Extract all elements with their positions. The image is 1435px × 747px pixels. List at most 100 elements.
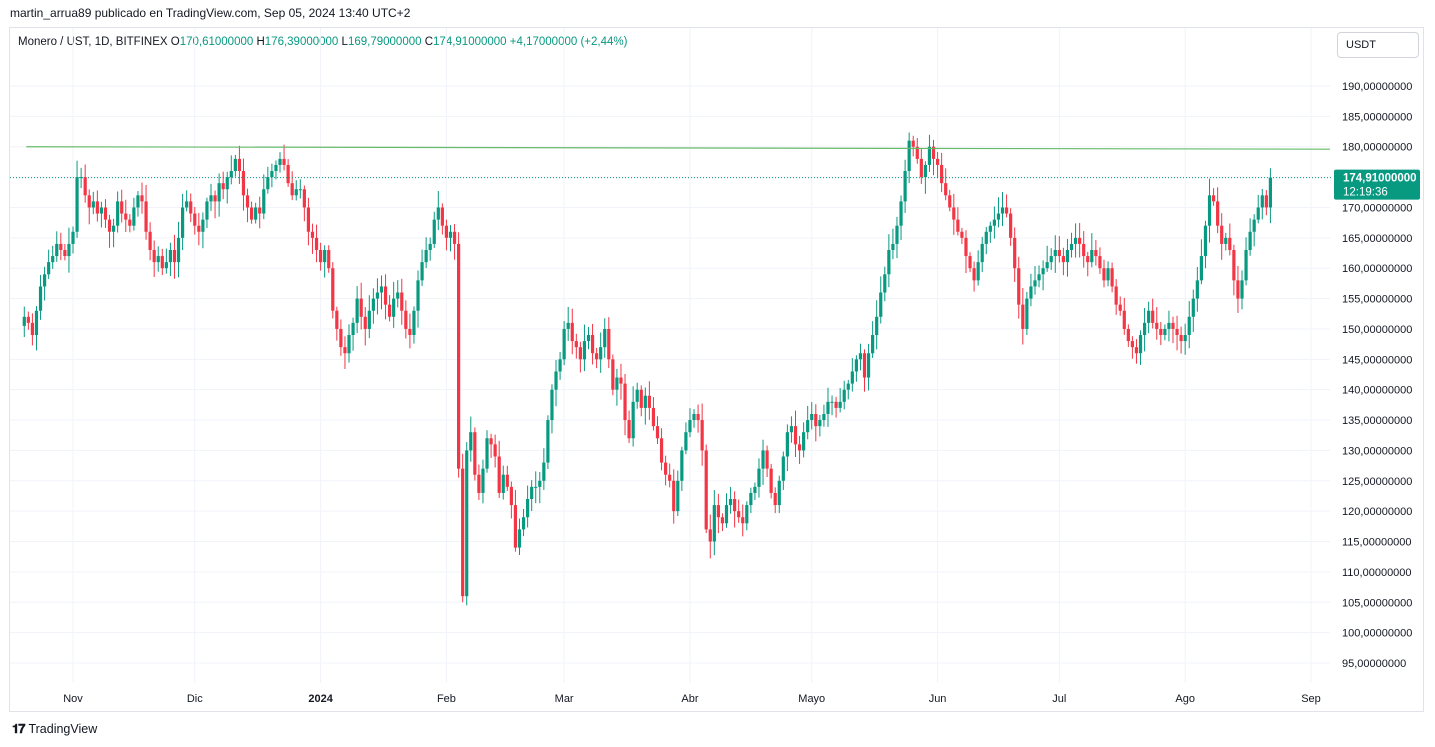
candle-body <box>891 243 895 250</box>
candle-body <box>209 195 213 202</box>
candle-body <box>245 195 250 208</box>
candle-body <box>335 310 339 329</box>
candle-body <box>834 401 838 408</box>
candle-body <box>237 158 242 172</box>
time-tick-label: Feb <box>437 693 456 705</box>
candle-body <box>651 407 656 427</box>
candle-body <box>71 231 75 244</box>
candle-body <box>1114 286 1118 305</box>
price-tick-label: 185,00000000 <box>1342 111 1412 123</box>
candle-body <box>359 298 363 317</box>
candle-body <box>1183 335 1187 342</box>
candle-body <box>944 183 948 196</box>
price-tick-label: 100,00000000 <box>1342 628 1412 640</box>
candle-body <box>919 158 923 178</box>
candle-body <box>331 268 335 311</box>
price-tick-label: 135,00000000 <box>1342 415 1412 427</box>
candle-body <box>992 219 996 226</box>
footer-brand[interactable]: 𝟏𝟕 TradingView <box>12 721 97 737</box>
candle-body <box>866 353 871 378</box>
candle-body <box>688 420 692 433</box>
currency-button[interactable]: USDT <box>1337 32 1419 58</box>
candle-body <box>189 201 193 214</box>
candle-body <box>1029 286 1033 299</box>
candle-body <box>294 189 298 196</box>
candle-body <box>420 262 424 281</box>
candle-body <box>806 420 810 433</box>
candle-body <box>111 225 116 232</box>
candle-body <box>469 432 473 451</box>
candle-body <box>1244 249 1248 281</box>
candle-body <box>1045 262 1049 269</box>
candle-body <box>152 249 156 263</box>
candle-body <box>526 499 530 518</box>
candle-body <box>1260 195 1264 208</box>
candle-body <box>156 256 160 263</box>
time-tick-label: Jul <box>1052 693 1066 705</box>
candle-body <box>270 171 274 178</box>
candle-body <box>1151 310 1155 323</box>
candle-body <box>741 517 745 524</box>
candle-body <box>534 486 538 488</box>
candle-body <box>810 413 814 421</box>
candle-body <box>160 256 164 269</box>
candle-body <box>968 256 972 269</box>
open-value: 170,61000000 <box>179 36 254 48</box>
candle-body <box>1033 280 1037 287</box>
candle-body <box>574 341 578 348</box>
candle-body <box>38 286 43 311</box>
candle-body <box>485 438 489 469</box>
candle-body <box>225 177 229 190</box>
candle-body <box>590 335 595 354</box>
candle-body <box>51 256 55 263</box>
candle-body <box>59 243 63 250</box>
candle-body <box>164 262 168 269</box>
candle-body <box>132 207 136 226</box>
candle-body <box>538 480 542 487</box>
time-tick-label: Sep <box>1301 693 1321 705</box>
candle-body <box>1078 237 1082 244</box>
time-tick-label: Ago <box>1175 693 1195 705</box>
candle-body <box>47 262 51 275</box>
candle-body <box>290 183 294 196</box>
candle-body <box>1268 177 1273 208</box>
time-tick-label: Abr <box>681 693 698 705</box>
candle-body <box>79 177 83 179</box>
candle-body <box>55 243 59 257</box>
candle-body <box>493 444 497 457</box>
candle-body <box>1004 207 1009 214</box>
candle-body <box>927 146 932 165</box>
candle-body <box>22 316 26 326</box>
candle-body <box>757 468 761 487</box>
chart-frame[interactable] <box>9 27 1424 712</box>
candle-body <box>940 164 944 184</box>
resistance-trend-line[interactable] <box>26 146 1331 150</box>
price-axis[interactable]: 95,00000000 100,00000000 105,00000000 110,0… <box>1342 81 1412 670</box>
candle-body <box>724 505 729 524</box>
candle-body <box>769 468 773 493</box>
candle-body <box>964 237 968 257</box>
candle-body <box>116 201 120 226</box>
time-tick-label: Mayo <box>798 693 825 705</box>
time-axis[interactable]: Nov Dic 2024 Feb Mar Abr Mayo Jun Jul Ago Sep <box>63 693 1321 705</box>
candle-body <box>607 328 611 360</box>
candle-body <box>753 486 757 493</box>
candle-body <box>489 438 493 445</box>
candle-body <box>972 268 976 281</box>
candle-body <box>846 383 850 390</box>
candle-body <box>611 359 615 390</box>
candle-body <box>1106 268 1110 281</box>
candle-body <box>895 225 899 244</box>
candle-body <box>712 505 716 542</box>
close-value: 174,91000000 <box>433 36 507 48</box>
candle-body <box>948 195 952 208</box>
candle-body <box>623 383 627 421</box>
close-key: C <box>424 36 434 48</box>
candle-body <box>319 249 323 263</box>
candle-body <box>392 298 396 317</box>
candle-body <box>1179 335 1183 342</box>
candle-body <box>1021 304 1025 329</box>
grid-lines <box>10 28 1330 683</box>
candle-body <box>388 304 392 317</box>
